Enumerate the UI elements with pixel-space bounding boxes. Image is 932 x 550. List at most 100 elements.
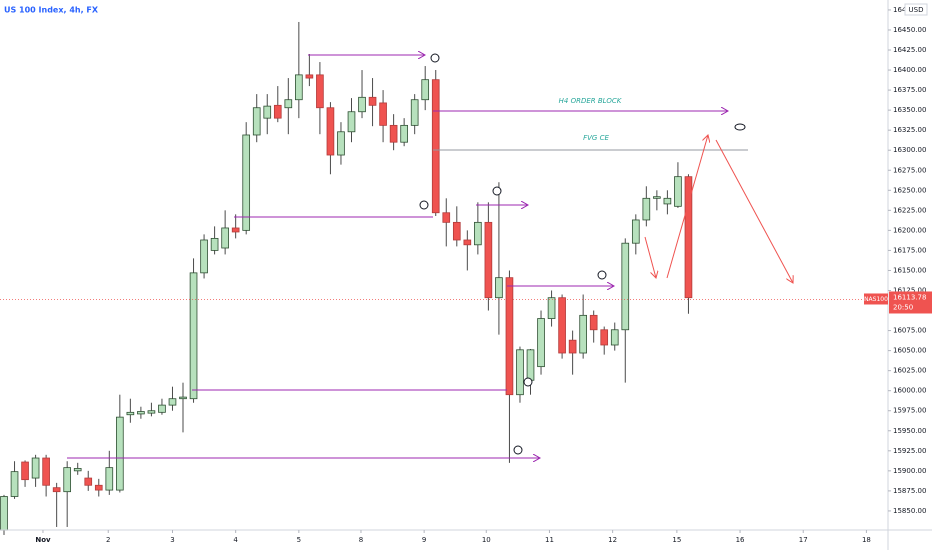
y-tick-label: 15900.00 [893, 467, 926, 475]
candle-body [442, 212, 451, 223]
candle-body [452, 221, 461, 241]
candle-body [663, 197, 672, 205]
candle-body [495, 277, 503, 299]
candle-body [21, 461, 29, 481]
candle-body [42, 457, 50, 486]
x-tick-label: 10 [482, 536, 491, 544]
candle-body [505, 277, 514, 396]
candle-body [431, 79, 440, 214]
candle-body [316, 74, 324, 109]
candle-body [526, 349, 535, 381]
x-tick-label: 18 [862, 536, 871, 544]
candle-body [484, 221, 493, 299]
y-tick-label: 16175.00 [893, 246, 926, 254]
candle-body [537, 318, 545, 368]
annotation: H4 ORDER BLOCK [559, 97, 623, 105]
y-tick-label: 16200.00 [893, 226, 926, 234]
y-tick-label: 16075.00 [893, 327, 926, 335]
y-tick-label: 16450.00 [893, 26, 926, 34]
candle-body [263, 105, 272, 119]
candle-body [116, 416, 124, 491]
candle-body [474, 221, 482, 246]
candle-body [179, 396, 187, 400]
candle-body [347, 111, 356, 133]
candle-body [568, 339, 577, 354]
candle-body [368, 96, 377, 106]
y-tick-label: 16300.00 [893, 146, 926, 154]
candle-body [137, 411, 145, 415]
y-tick-label: 16125.00 [893, 286, 926, 294]
candle-body [684, 176, 693, 299]
last-price-label: 16113.78 [893, 293, 926, 301]
candle-body [421, 79, 430, 101]
candle-body [158, 404, 166, 413]
y-tick-label: 16350.00 [893, 106, 926, 114]
candle-body [621, 242, 630, 331]
candle-body [600, 329, 609, 346]
drawings: H4 ORDER BLOCK FVG CE [67, 54, 793, 458]
y-tick-label: 16425.00 [893, 46, 926, 54]
path-arrow [715, 139, 793, 283]
candle-body [126, 411, 135, 416]
candle-body [400, 124, 408, 143]
candle-body [168, 398, 177, 406]
y-tick-label: 16000.00 [893, 387, 926, 395]
x-axis: Nov 2 3 4 5 8 9 10 11 12 15 16 17 18 [35, 530, 871, 544]
path-arrow [666, 135, 708, 279]
y-tick-label: 16250.00 [893, 186, 926, 194]
candle-body [589, 314, 598, 331]
candle-body [221, 227, 229, 249]
chart-title: US 100 Index, 4h, FX [4, 6, 99, 15]
candle-body [63, 467, 72, 493]
path-arrow [644, 236, 656, 278]
candle-body [73, 468, 82, 472]
candle-body [31, 457, 40, 479]
candle-body [326, 107, 335, 156]
symbol-label: NAS100 [864, 296, 888, 303]
currency-box [904, 3, 928, 16]
currency: USD [909, 6, 924, 14]
candle-body [210, 237, 219, 251]
check-icons [419, 53, 607, 455]
candle-body [558, 297, 566, 354]
y-tick-label: 15875.00 [893, 487, 926, 495]
eye-icon [734, 123, 746, 131]
candle-body [273, 104, 282, 119]
x-tick-label: 8 [359, 536, 363, 544]
candle-body [547, 297, 556, 319]
x-tick-label: 9 [422, 536, 426, 544]
x-tick-label: 11 [545, 536, 554, 544]
y-tick-label: 16400.00 [893, 66, 926, 74]
candle-body [94, 484, 103, 491]
candle-body [105, 467, 114, 491]
candle-body [674, 176, 682, 207]
candle-body [242, 134, 251, 231]
candle-body [516, 349, 524, 396]
y-tick-label: 16325.00 [893, 126, 926, 134]
x-tick-label: 15 [672, 536, 681, 544]
candle-body [579, 314, 587, 354]
candle-body [295, 74, 303, 101]
candle-body [337, 131, 345, 156]
symbol-box [864, 293, 888, 305]
x-tick-label: 4 [233, 536, 238, 544]
x-tick-label: 5 [297, 536, 301, 544]
x-tick-label: 3 [170, 536, 174, 544]
y-tick-label: 16150.00 [893, 266, 926, 274]
candle-body [463, 239, 472, 246]
y-tick-label: 16275.00 [893, 166, 926, 174]
candle-body [84, 477, 93, 486]
price-box [889, 291, 932, 314]
candle-body [147, 410, 156, 414]
candle-body [610, 329, 619, 346]
candle-body [52, 487, 61, 493]
candle-body [10, 471, 19, 497]
candle-body [284, 99, 293, 109]
x-tick-label: 17 [799, 536, 808, 544]
y-tick-label: 15975.00 [893, 407, 926, 415]
x-tick-label: Nov [35, 536, 51, 544]
x-tick-label: 2 [106, 536, 110, 544]
candle-body [189, 272, 198, 400]
